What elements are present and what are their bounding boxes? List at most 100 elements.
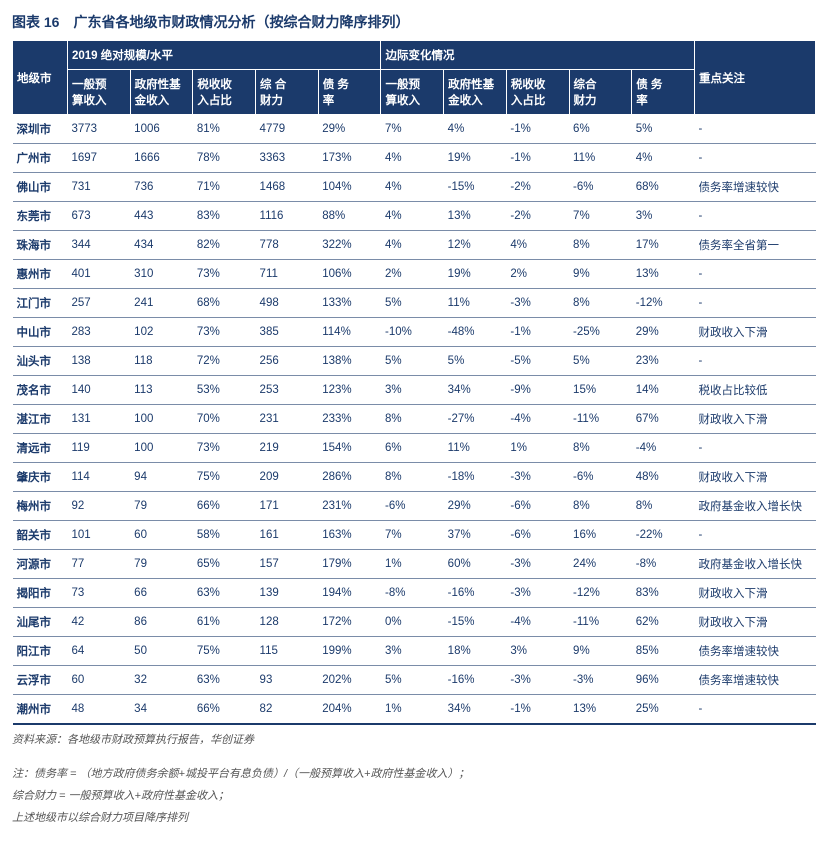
cell-abs: 253 (256, 376, 319, 405)
cell-change: 6% (569, 115, 632, 144)
cell-focus: 债务率增速较快 (694, 666, 815, 695)
cell-abs: 434 (130, 231, 193, 260)
cell-abs: 82 (256, 695, 319, 725)
cell-change: -4% (506, 608, 569, 637)
cell-abs: 115 (256, 637, 319, 666)
cell-change: 8% (569, 289, 632, 318)
fiscal-table: 地级市 2019 绝对规模/水平 边际变化情况 重点关注 一般预 算收入政府性基… (12, 40, 816, 725)
cell-change: -16% (444, 579, 507, 608)
cell-abs: 1116 (256, 202, 319, 231)
cell-abs: 113 (130, 376, 193, 405)
cell-city: 肇庆市 (13, 463, 68, 492)
cell-change: -1% (506, 318, 569, 347)
cell-abs: 60 (130, 521, 193, 550)
cell-change: 7% (381, 115, 444, 144)
cell-city: 清远市 (13, 434, 68, 463)
cell-change: 24% (569, 550, 632, 579)
cell-abs: 1006 (130, 115, 193, 144)
cell-abs: 219 (256, 434, 319, 463)
cell-change: 8% (381, 405, 444, 434)
cell-change: 23% (632, 347, 695, 376)
cell-city: 云浮市 (13, 666, 68, 695)
cell-abs: 138% (318, 347, 381, 376)
cell-abs: 48 (67, 695, 130, 725)
table-row: 清远市11910073%219154%6%11%1%8%-4%- (13, 434, 816, 463)
cell-abs: 154% (318, 434, 381, 463)
cell-city: 江门市 (13, 289, 68, 318)
cell-abs: 94 (130, 463, 193, 492)
cell-abs: 118 (130, 347, 193, 376)
cell-focus: - (694, 260, 815, 289)
cell-change: -22% (632, 521, 695, 550)
cell-abs: 88% (318, 202, 381, 231)
cell-change: 2% (506, 260, 569, 289)
table-row: 广州市1697166678%3363173%4%19%-1%11%4%- (13, 144, 816, 173)
cell-abs: 50 (130, 637, 193, 666)
cell-change: 29% (444, 492, 507, 521)
cell-abs: 60 (67, 666, 130, 695)
cell-abs: 73 (67, 579, 130, 608)
cell-change: 13% (444, 202, 507, 231)
cell-change: 18% (444, 637, 507, 666)
table-row: 云浮市603263%93202%5%-16%-3%-3%96%债务率增速较快 (13, 666, 816, 695)
cell-abs: 83% (193, 202, 256, 231)
cell-change: -6% (506, 492, 569, 521)
cell-abs: 1468 (256, 173, 319, 202)
cell-city: 揭阳市 (13, 579, 68, 608)
cell-city: 中山市 (13, 318, 68, 347)
cell-change: -1% (506, 695, 569, 725)
table-row: 东莞市67344383%111688%4%13%-2%7%3%- (13, 202, 816, 231)
cell-change: -10% (381, 318, 444, 347)
cell-abs: 257 (67, 289, 130, 318)
subcol-5: 一般预 算收入 (381, 70, 444, 115)
cell-abs: 82% (193, 231, 256, 260)
cell-change: -6% (506, 521, 569, 550)
cell-focus: 财政收入下滑 (694, 405, 815, 434)
cell-change: 34% (444, 695, 507, 725)
cell-change: 9% (569, 637, 632, 666)
cell-city: 河源市 (13, 550, 68, 579)
table-row: 茂名市14011353%253123%3%34%-9%15%14%税收占比较低 (13, 376, 816, 405)
table-title: 图表 16 广东省各地级市财政情况分析（按综合财力降序排列） (12, 12, 816, 32)
cell-abs: 93 (256, 666, 319, 695)
cell-focus: 政府基金收入增长快 (694, 550, 815, 579)
cell-abs: 61% (193, 608, 256, 637)
cell-change: -11% (569, 608, 632, 637)
cell-change: 68% (632, 173, 695, 202)
cell-change: 4% (381, 144, 444, 173)
cell-abs: 736 (130, 173, 193, 202)
col-group-absolute: 2019 绝对规模/水平 (67, 41, 381, 70)
cell-abs: 101 (67, 521, 130, 550)
cell-abs: 119 (67, 434, 130, 463)
cell-abs: 100 (130, 405, 193, 434)
cell-city: 汕尾市 (13, 608, 68, 637)
cell-city: 阳江市 (13, 637, 68, 666)
cell-abs: 58% (193, 521, 256, 550)
cell-abs: 322% (318, 231, 381, 260)
cell-change: 11% (569, 144, 632, 173)
cell-change: 3% (381, 376, 444, 405)
table-row: 佛山市73173671%1468104%4%-15%-2%-6%68%债务率增速… (13, 173, 816, 202)
cell-abs: 139 (256, 579, 319, 608)
table-row: 潮州市483466%82204%1%34%-1%13%25%- (13, 695, 816, 725)
cell-abs: 63% (193, 579, 256, 608)
cell-change: 7% (381, 521, 444, 550)
cell-abs: 42 (67, 608, 130, 637)
cell-abs: 231% (318, 492, 381, 521)
cell-abs: 106% (318, 260, 381, 289)
cell-abs: 73% (193, 318, 256, 347)
cell-change: 3% (506, 637, 569, 666)
cell-change: 1% (506, 434, 569, 463)
cell-abs: 77 (67, 550, 130, 579)
cell-abs: 100 (130, 434, 193, 463)
cell-city: 汕头市 (13, 347, 68, 376)
cell-change: 60% (444, 550, 507, 579)
cell-change: -4% (632, 434, 695, 463)
cell-city: 佛山市 (13, 173, 68, 202)
cell-abs: 241 (130, 289, 193, 318)
cell-abs: 202% (318, 666, 381, 695)
cell-change: 17% (632, 231, 695, 260)
subcol-0: 一般预 算收入 (67, 70, 130, 115)
note-line: 上述地级市以综合财力项目降序排列 (12, 807, 816, 829)
cell-change: 34% (444, 376, 507, 405)
